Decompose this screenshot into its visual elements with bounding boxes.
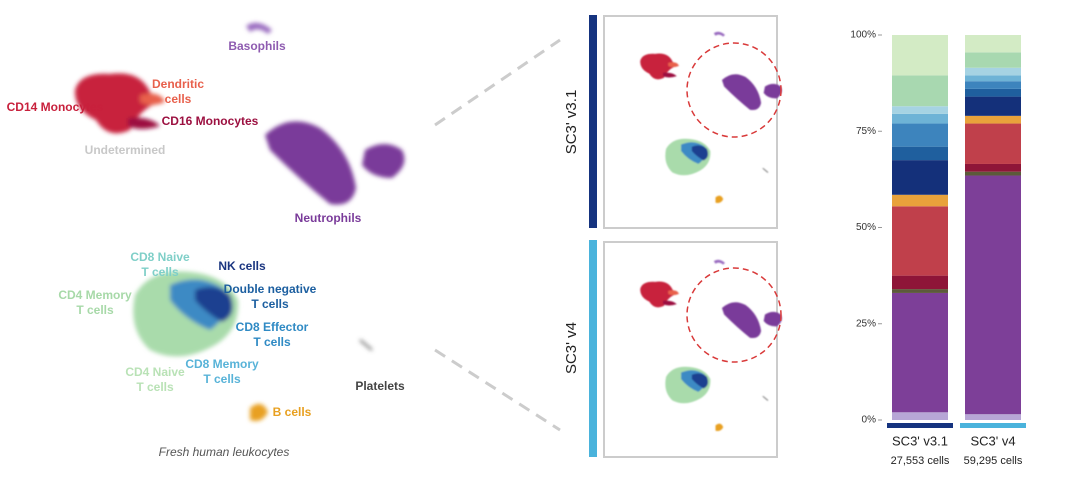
x-tick-label: SC3' v3.1 bbox=[892, 433, 948, 448]
cluster-label: NK cells bbox=[218, 259, 266, 273]
bar-segment bbox=[892, 292, 948, 413]
y-tick-label: 100% bbox=[850, 30, 876, 41]
cluster-label: Basophils bbox=[228, 39, 286, 53]
bar-segment bbox=[892, 113, 948, 124]
panel-label: SC3' v4 bbox=[563, 322, 580, 374]
bar-segment bbox=[965, 52, 1021, 68]
panel-box bbox=[603, 15, 778, 229]
cluster-label: CD8 Naive bbox=[130, 250, 190, 264]
caption: Fresh human leukocytes bbox=[159, 445, 290, 459]
cluster-label: CD8 Memory bbox=[185, 357, 259, 371]
bar-segment bbox=[892, 146, 948, 161]
panel-label: SC3' v3.1 bbox=[563, 90, 580, 155]
bar-segment bbox=[892, 275, 948, 290]
cluster-label: cells bbox=[165, 92, 192, 106]
umap-small bbox=[640, 260, 782, 431]
cluster-label: CD14 Monocytes bbox=[7, 100, 104, 114]
cluster-label: CD4 Naive bbox=[125, 365, 185, 379]
bar-segment bbox=[892, 75, 948, 107]
highlight-circle bbox=[686, 267, 782, 363]
cluster-label: T cells bbox=[203, 372, 241, 386]
bar-segment bbox=[965, 35, 1021, 53]
bar-segment bbox=[965, 414, 1021, 420]
cluster-label: T cells bbox=[251, 297, 289, 311]
bar-segment bbox=[892, 123, 948, 147]
bar-segment bbox=[965, 115, 1021, 124]
cluster-label: CD16 Monocytes bbox=[162, 114, 259, 128]
panel-bar bbox=[589, 240, 597, 457]
cluster-label: Dendritic bbox=[152, 77, 204, 91]
panel-bar bbox=[589, 15, 597, 228]
y-tick-label: 0% bbox=[862, 415, 877, 426]
umap-small bbox=[640, 32, 782, 203]
bar-segment bbox=[965, 67, 1021, 76]
cell-count: 27,553 cells bbox=[891, 455, 950, 467]
cell-count: 59,295 cells bbox=[964, 455, 1023, 467]
panel-box bbox=[603, 241, 778, 458]
bar-segment bbox=[892, 289, 948, 293]
cluster-label: T cells bbox=[136, 380, 174, 394]
x-tick-label: SC3' v4 bbox=[970, 433, 1015, 448]
cluster-label: CD8 Effector bbox=[236, 320, 309, 334]
y-tick-label: 50% bbox=[856, 222, 876, 233]
bar-segment bbox=[892, 106, 948, 114]
cluster-label: T cells bbox=[253, 335, 291, 349]
bar-segment bbox=[892, 412, 948, 420]
bar-segment bbox=[965, 163, 1021, 172]
cluster-label: T cells bbox=[76, 303, 114, 317]
zoom-line bbox=[434, 348, 561, 432]
y-tick-label: 25% bbox=[856, 318, 876, 329]
bar-segment bbox=[892, 35, 948, 76]
bar-segment bbox=[965, 175, 1021, 415]
zoom-line bbox=[434, 38, 561, 127]
bar-segment bbox=[965, 123, 1021, 164]
category-bar bbox=[960, 423, 1026, 428]
bar-segment bbox=[965, 88, 1021, 97]
cluster-label: B cells bbox=[273, 405, 312, 419]
bar-segment bbox=[965, 81, 1021, 89]
cluster-label: Neutrophils bbox=[295, 211, 362, 225]
bar-segment bbox=[965, 75, 1021, 82]
bar-segment bbox=[892, 160, 948, 195]
bar-segment bbox=[892, 206, 948, 276]
cluster-label: T cells bbox=[141, 265, 179, 279]
bar-segment bbox=[965, 171, 1021, 176]
category-bar bbox=[887, 423, 953, 428]
bar-segment bbox=[965, 96, 1021, 116]
cluster-label: CD4 Memory bbox=[58, 288, 132, 302]
highlight-circle bbox=[686, 42, 782, 138]
cluster-label: Double negative bbox=[224, 282, 317, 296]
cluster-label: Undetermined bbox=[85, 143, 166, 157]
y-tick-label: 75% bbox=[856, 126, 876, 137]
cluster-label: Platelets bbox=[355, 379, 405, 393]
bar-segment bbox=[892, 194, 948, 207]
